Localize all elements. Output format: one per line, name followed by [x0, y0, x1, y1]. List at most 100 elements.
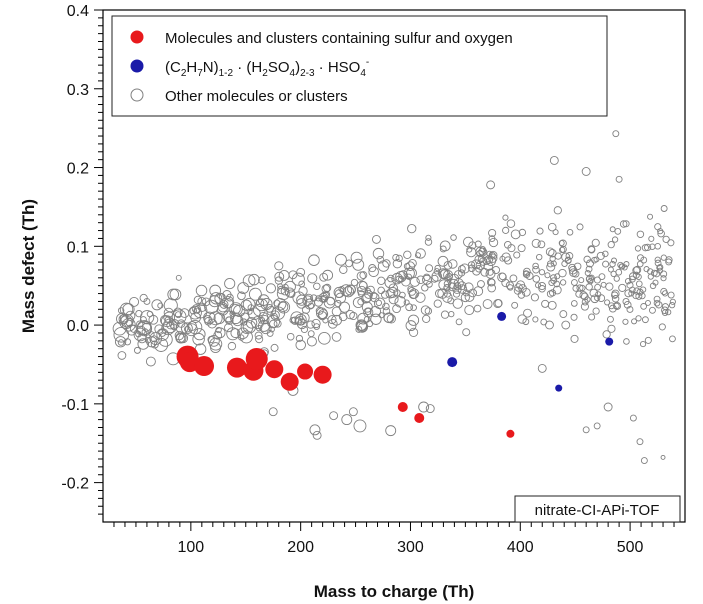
other-molecule-point: [634, 245, 642, 252]
other-molecule-point: [647, 213, 654, 220]
other-molecule-point: [126, 324, 138, 336]
sulfur-oxygen-point: [397, 401, 408, 412]
other-molecule-point: [552, 229, 559, 236]
other-molecule-point: [629, 414, 637, 422]
other-molecule-point: [136, 320, 144, 328]
other-molecule-point: [129, 296, 140, 307]
other-molecule-point: [270, 343, 279, 352]
other-molecule-point: [522, 270, 530, 277]
other-molecule-point: [282, 283, 289, 291]
other-molecule-point: [255, 324, 263, 332]
other-molecule-point: [621, 264, 628, 271]
x-tick-label: 500: [617, 539, 644, 556]
other-molecule-point: [488, 237, 499, 248]
other-molecule-point: [209, 284, 222, 297]
other-molecule-point: [425, 264, 434, 273]
other-molecule-point: [335, 292, 346, 304]
sulfur-oxygen-point: [194, 356, 215, 377]
other-molecule-point: [584, 296, 591, 303]
sulfur-oxygen-point: [506, 429, 515, 438]
other-molecule-point: [657, 229, 665, 238]
other-molecule-point: [589, 288, 598, 298]
other-molecule-point: [224, 278, 236, 290]
other-molecule-point: [635, 315, 642, 322]
other-molecule-point: [554, 273, 561, 280]
other-molecule-point: [645, 299, 651, 306]
legend-text-part: (C: [165, 59, 181, 76]
other-molecule-point: [383, 312, 395, 324]
other-molecule-point: [626, 306, 634, 313]
other-molecule-point: [669, 298, 676, 305]
other-molecule-point: [522, 318, 530, 326]
other-molecule-point: [660, 254, 667, 261]
other-molecule-point: [509, 274, 518, 283]
other-molecule-point: [137, 338, 150, 350]
other-molecule-point: [585, 275, 594, 284]
other-molecule-point: [583, 255, 591, 264]
other-molecule-point: [660, 454, 666, 460]
other-molecule-point: [327, 315, 337, 325]
other-molecule-point: [656, 267, 663, 274]
other-molecule-point: [113, 327, 130, 343]
other-molecule-point: [553, 206, 562, 215]
legend-subscript: 4: [290, 68, 296, 79]
other-molecule-point: [623, 300, 632, 309]
sulfur-oxygen-point: [297, 363, 314, 380]
other-molecule-point: [133, 346, 141, 354]
other-molecule-point: [382, 302, 390, 311]
other-molecule-point: [561, 260, 568, 268]
other-molecule-point: [611, 236, 619, 243]
legend-box: [111, 15, 608, 117]
other-molecule-point: [652, 279, 659, 286]
y-tick-label: 0.2: [67, 161, 89, 178]
other-molecule-point: [546, 262, 556, 272]
other-molecule-point: [154, 337, 169, 352]
other-molecule-point: [364, 287, 371, 294]
other-molecule-point: [290, 316, 300, 325]
other-molecule-point: [635, 280, 643, 288]
other-molecule-point: [424, 238, 433, 246]
other-molecule-point: [208, 334, 220, 347]
other-molecule-point: [588, 274, 595, 281]
other-molecule-point: [615, 268, 623, 276]
other-molecule-point: [570, 300, 578, 307]
other-molecule-point: [558, 268, 567, 278]
other-molecule-point: [568, 263, 576, 272]
other-molecule-point: [302, 295, 313, 306]
other-molecule-point: [421, 284, 429, 292]
other-molecule-point: [657, 228, 664, 235]
other-molecule-point: [407, 314, 420, 326]
legend-text-part: H: [186, 59, 197, 76]
other-molecule-point: [609, 226, 616, 233]
other-molecule-point: [593, 276, 601, 284]
other-molecule-point: [377, 276, 386, 285]
other-molecule-point: [334, 289, 344, 298]
amine-sulfate-point: [555, 384, 563, 392]
other-molecule-point: [623, 338, 630, 345]
other-molecule-point: [507, 244, 516, 253]
other-molecule-point: [587, 245, 596, 254]
other-molecule-point: [327, 318, 338, 329]
other-molecule-point: [344, 284, 356, 296]
other-molecule-point: [656, 264, 663, 271]
other-molecule-point: [356, 285, 367, 296]
other-molecule-point: [488, 253, 498, 263]
other-molecule-point: [561, 320, 571, 330]
sulfur-oxygen-point: [280, 372, 299, 391]
other-molecule-point: [633, 287, 641, 295]
other-molecule-point: [505, 281, 515, 290]
other-molecule-point: [491, 265, 501, 275]
other-molecule-point: [380, 290, 390, 299]
other-molecule-point: [479, 246, 486, 253]
other-molecule-point: [239, 330, 253, 344]
other-molecule-point: [578, 277, 585, 284]
other-molecule-point: [658, 323, 666, 331]
other-molecule-point: [582, 426, 590, 434]
other-molecule-point: [475, 246, 485, 257]
other-molecule-point: [352, 297, 364, 309]
other-molecule-point: [356, 320, 369, 333]
other-molecule-point: [230, 303, 241, 315]
other-molecule-point: [517, 244, 526, 253]
other-molecule-point: [609, 260, 616, 268]
other-molecule-point: [407, 285, 414, 293]
